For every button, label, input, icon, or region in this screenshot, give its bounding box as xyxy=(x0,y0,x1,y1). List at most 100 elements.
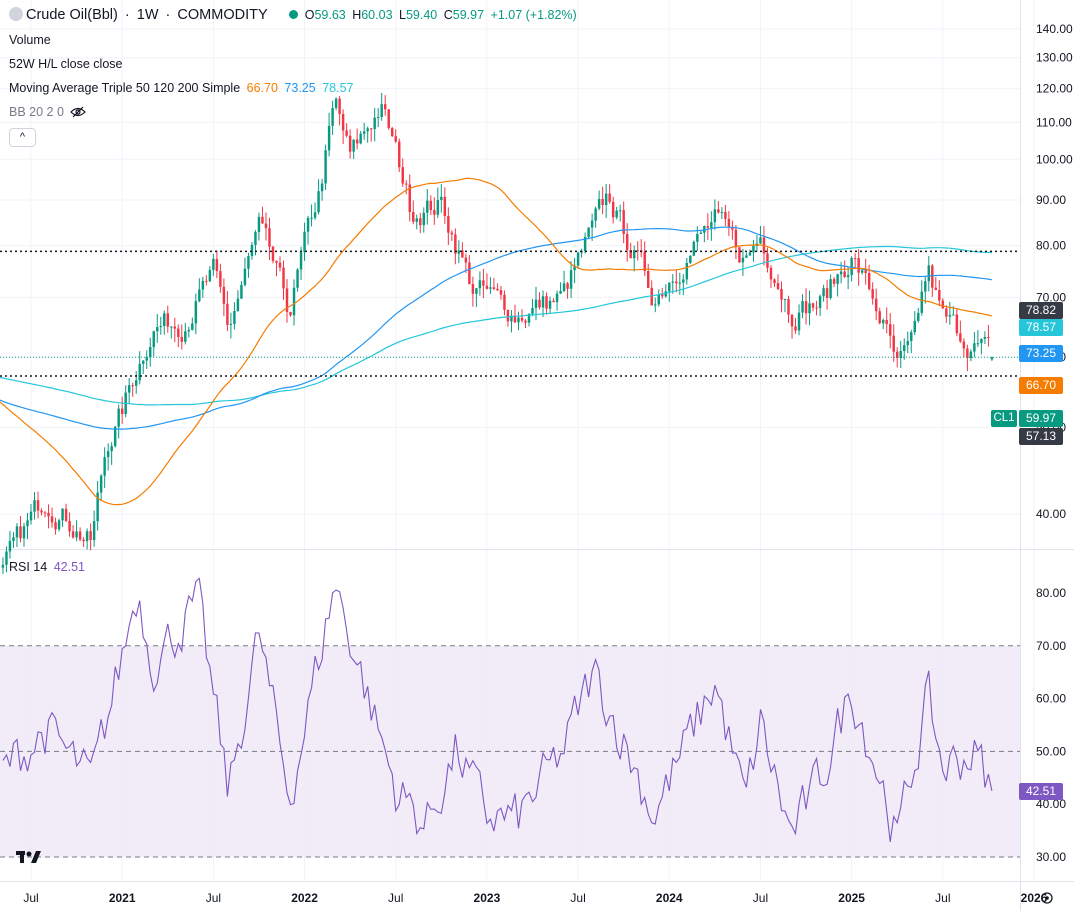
candle xyxy=(275,260,278,277)
interval[interactable]: 1W xyxy=(136,7,159,23)
candle xyxy=(650,280,653,306)
candle-body xyxy=(973,343,976,352)
candle-body xyxy=(766,253,769,268)
candle-body xyxy=(569,270,573,289)
candle-body xyxy=(296,269,299,288)
candle xyxy=(96,480,99,531)
candle xyxy=(906,331,909,354)
candle-body xyxy=(713,209,717,223)
candle-body xyxy=(741,257,745,263)
candle xyxy=(794,317,797,334)
candle xyxy=(405,180,408,195)
candle xyxy=(127,378,131,404)
candle-body xyxy=(489,287,492,289)
candle-body xyxy=(436,200,440,215)
candle xyxy=(12,532,15,548)
volume-indicator-label[interactable]: Volume xyxy=(9,33,51,47)
candle xyxy=(177,324,180,348)
time-tick-label: Jul xyxy=(570,891,585,905)
candle-body xyxy=(576,252,580,266)
rsi-value: 42.51 xyxy=(53,560,85,574)
candle xyxy=(597,190,601,211)
candle-body xyxy=(857,258,860,273)
candle-body xyxy=(790,314,794,327)
candle xyxy=(394,129,397,144)
candle xyxy=(692,240,696,257)
candle-body xyxy=(913,320,916,333)
candle-body xyxy=(468,262,471,285)
candle-body xyxy=(247,256,250,269)
candle-body xyxy=(156,327,159,332)
time-tick-label: 2025 xyxy=(838,891,865,905)
hidden-eye-icon[interactable] xyxy=(70,106,87,118)
candle-body xyxy=(846,275,850,278)
candle-body xyxy=(464,257,468,263)
candle-body xyxy=(503,294,506,310)
candle xyxy=(931,264,934,297)
candle-body xyxy=(120,408,124,414)
candle-body xyxy=(773,279,776,284)
candle xyxy=(92,510,96,547)
candle xyxy=(282,260,285,300)
candle-body xyxy=(426,200,429,213)
tradingview-logo[interactable] xyxy=(16,849,42,869)
pricetag-rsi: 42.51 xyxy=(1019,783,1063,800)
candle xyxy=(57,518,61,532)
rsi-tick-label: 50.00 xyxy=(1036,744,1066,758)
candle-body xyxy=(19,526,22,539)
rsi-indicator[interactable]: RSI 14 42.51 xyxy=(9,560,88,574)
candle xyxy=(187,326,191,338)
ma-triple-indicator[interactable]: Moving Average Triple 50 120 200 Simple … xyxy=(9,81,356,95)
candle xyxy=(191,317,194,331)
candle-body xyxy=(668,282,671,292)
candle-body xyxy=(191,323,194,330)
candle xyxy=(334,97,338,111)
candle xyxy=(327,112,331,157)
candle xyxy=(678,272,682,295)
ma120-value: 73.25 xyxy=(284,81,316,95)
candle xyxy=(390,126,394,137)
candle xyxy=(464,253,468,273)
candle xyxy=(5,546,8,573)
candle xyxy=(524,319,527,329)
candle xyxy=(222,278,226,317)
candle xyxy=(412,200,415,225)
settings-gear-icon[interactable] xyxy=(1041,892,1053,904)
candle xyxy=(517,311,520,331)
symbol-header[interactable]: Crude Oil(Bbl) · 1W · COMMODITY O59.63 H… xyxy=(9,7,583,23)
candle-body xyxy=(117,408,120,427)
time-tick-label: Jul xyxy=(206,891,221,905)
candle xyxy=(292,279,296,326)
candle-body xyxy=(433,210,436,215)
candle-body xyxy=(987,336,990,338)
candle-body xyxy=(212,258,215,270)
candle xyxy=(261,206,264,224)
candle xyxy=(376,108,380,128)
candle xyxy=(454,228,457,265)
bb-indicator[interactable]: BB 20 2 0 xyxy=(9,105,87,119)
candle xyxy=(99,474,103,502)
candle-body xyxy=(734,229,738,248)
candle xyxy=(604,183,608,218)
candle-body xyxy=(717,209,720,213)
candle xyxy=(240,281,243,299)
candle xyxy=(941,298,945,309)
candle xyxy=(685,257,689,285)
candle xyxy=(61,508,64,527)
candle-body xyxy=(780,289,783,300)
candle-body xyxy=(538,299,541,308)
candle-body xyxy=(75,531,78,538)
candle xyxy=(303,222,306,261)
candle-body xyxy=(839,271,843,275)
candle-body xyxy=(482,280,485,286)
candle-body xyxy=(696,233,699,242)
collapse-legend-button[interactable]: ^ xyxy=(9,128,36,147)
candle xyxy=(141,360,145,374)
candle-body xyxy=(675,281,678,284)
candle-body xyxy=(250,244,254,257)
time-tick-label: Jul xyxy=(753,891,768,905)
candle-body xyxy=(689,255,692,263)
candle xyxy=(103,447,106,488)
hl52-indicator-label[interactable]: 52W H/L close close xyxy=(9,57,123,71)
